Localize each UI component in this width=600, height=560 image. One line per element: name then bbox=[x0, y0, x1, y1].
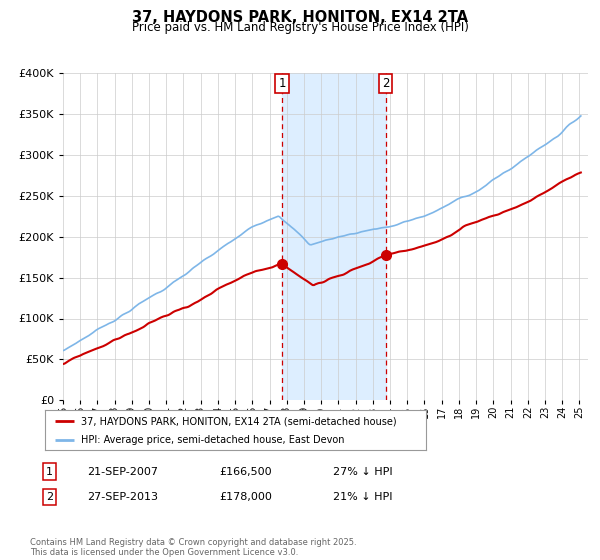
Text: £166,500: £166,500 bbox=[219, 466, 272, 477]
Text: 27-SEP-2013: 27-SEP-2013 bbox=[87, 492, 158, 502]
Text: 27% ↓ HPI: 27% ↓ HPI bbox=[333, 466, 392, 477]
Text: Contains HM Land Registry data © Crown copyright and database right 2025.
This d: Contains HM Land Registry data © Crown c… bbox=[30, 538, 356, 557]
Text: 21% ↓ HPI: 21% ↓ HPI bbox=[333, 492, 392, 502]
Text: 2: 2 bbox=[46, 492, 53, 502]
Text: 37, HAYDONS PARK, HONITON, EX14 2TA (semi-detached house): 37, HAYDONS PARK, HONITON, EX14 2TA (sem… bbox=[81, 416, 397, 426]
Text: 2: 2 bbox=[382, 77, 389, 90]
Text: 37, HAYDONS PARK, HONITON, EX14 2TA: 37, HAYDONS PARK, HONITON, EX14 2TA bbox=[132, 10, 468, 25]
Text: £178,000: £178,000 bbox=[219, 492, 272, 502]
Text: 1: 1 bbox=[278, 77, 286, 90]
Bar bbox=[282, 73, 386, 400]
Text: HPI: Average price, semi-detached house, East Devon: HPI: Average price, semi-detached house,… bbox=[81, 435, 344, 445]
Text: 21-SEP-2007: 21-SEP-2007 bbox=[87, 466, 158, 477]
Text: Price paid vs. HM Land Registry's House Price Index (HPI): Price paid vs. HM Land Registry's House … bbox=[131, 21, 469, 34]
Text: 1: 1 bbox=[46, 466, 53, 477]
